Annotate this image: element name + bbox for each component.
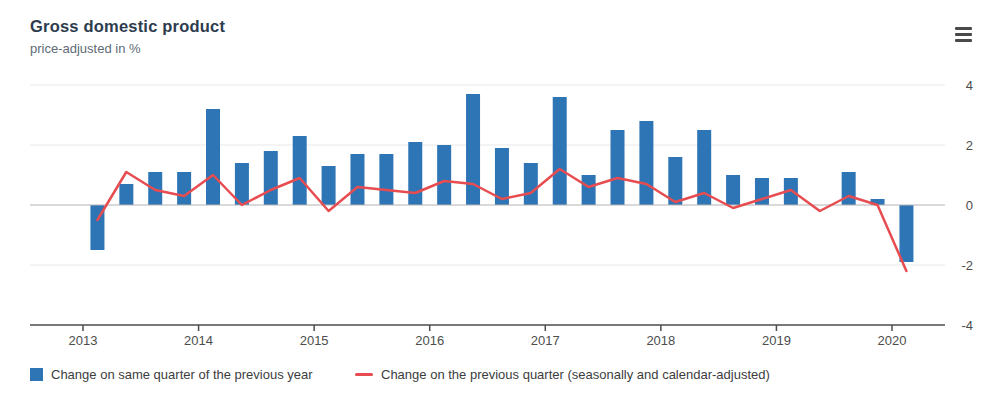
bar[interactable] xyxy=(639,121,653,205)
y-axis-label: 4 xyxy=(966,78,973,93)
line-series-swatch-icon xyxy=(355,373,373,376)
bar[interactable] xyxy=(206,109,220,205)
bar[interactable] xyxy=(582,175,596,205)
hamburger-menu-icon[interactable] xyxy=(955,27,972,42)
chart-subtitle: price-adjusted in % xyxy=(30,41,225,56)
bar[interactable] xyxy=(177,172,191,205)
bar-series-swatch-icon xyxy=(30,368,43,381)
bar[interactable] xyxy=(437,145,451,205)
bar[interactable] xyxy=(293,136,307,205)
chart-header: Gross domestic product price-adjusted in… xyxy=(30,17,225,56)
x-axis-label: 2013 xyxy=(69,333,98,348)
bar[interactable] xyxy=(322,166,336,205)
x-axis-label: 2019 xyxy=(762,333,791,348)
y-axis-label: 0 xyxy=(966,198,973,213)
chart-legend: Change on same quarter of the previous y… xyxy=(0,365,991,389)
x-axis-label: 2018 xyxy=(646,333,675,348)
bar[interactable] xyxy=(524,163,538,205)
bar[interactable] xyxy=(466,94,480,205)
bar[interactable] xyxy=(264,151,278,205)
x-axis-label: 2014 xyxy=(184,333,213,348)
bar[interactable] xyxy=(553,97,567,205)
x-axis-label: 2015 xyxy=(300,333,329,348)
legend-label: Change on same quarter of the previous y… xyxy=(51,367,313,382)
bar[interactable] xyxy=(726,175,740,205)
legend-item-line-series[interactable]: Change on the previous quarter (seasonal… xyxy=(355,365,770,383)
gdp-chart-widget: Gross domestic product price-adjusted in… xyxy=(0,0,991,401)
legend-item-bar-series[interactable]: Change on same quarter of the previous y… xyxy=(30,365,313,383)
y-axis-label: -2 xyxy=(961,258,973,273)
bar[interactable] xyxy=(148,172,162,205)
x-axis-label: 2017 xyxy=(531,333,560,348)
legend-label: Change on the previous quarter (seasonal… xyxy=(381,367,770,382)
bar[interactable] xyxy=(899,205,913,262)
x-axis-label: 2020 xyxy=(878,333,907,348)
bar[interactable] xyxy=(842,172,856,205)
chart-title: Gross domestic product xyxy=(30,17,225,36)
bar[interactable] xyxy=(611,130,625,205)
y-axis-label: -4 xyxy=(961,318,973,333)
menu-bar xyxy=(955,33,972,36)
bar[interactable] xyxy=(408,142,422,205)
y-axis-label: 2 xyxy=(966,138,973,153)
bar[interactable] xyxy=(119,184,133,205)
menu-bar xyxy=(955,39,972,42)
bar[interactable] xyxy=(379,154,393,205)
x-axis-label: 2016 xyxy=(415,333,444,348)
bar[interactable] xyxy=(350,154,364,205)
menu-bar xyxy=(955,27,972,30)
